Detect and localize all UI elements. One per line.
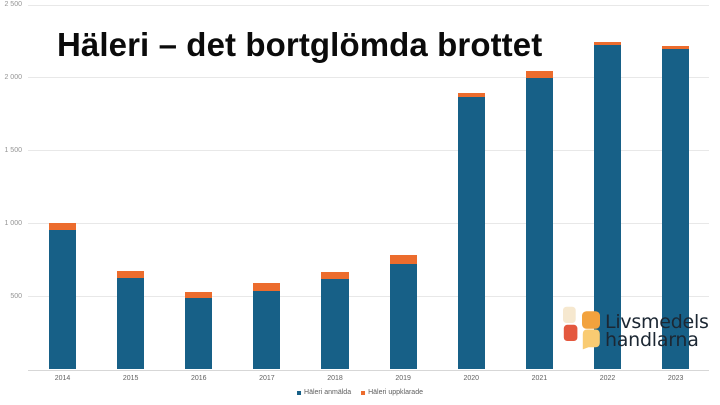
- legend-item-anmalda: Häleri anmälda: [297, 389, 351, 397]
- y-axis-tick-2500: 2 500: [4, 1, 22, 9]
- y-axis-tick-500: 500: [10, 293, 22, 301]
- logo-text-line1: Livsmedels: [605, 311, 709, 333]
- bar-2023-uppklarade: [662, 45, 690, 50]
- y-axis-tick-1000: 1 000: [4, 220, 22, 228]
- legend-swatch-icon: [361, 391, 366, 395]
- livsmedelshandlarna-logo: Livsmedels handlarna: [561, 305, 709, 351]
- x-axis-tick-2015: 2015: [122, 375, 139, 382]
- legend-item-uppklarade: Häleri uppklarade: [361, 389, 423, 397]
- x-axis-tick-2021: 2021: [531, 375, 548, 382]
- x-axis-tick-2022: 2022: [599, 375, 616, 382]
- bar-2014-anmalda: [48, 230, 77, 370]
- gridline-1500: [28, 150, 709, 152]
- logo-text: Livsmedels handlarna: [605, 311, 709, 351]
- gridline-1000: [28, 223, 709, 225]
- gridline-2000: [28, 77, 709, 79]
- gridline-2500: [28, 4, 709, 6]
- bar-2019-uppklarade: [389, 255, 417, 265]
- bar-2018-uppklarade: [321, 272, 349, 279]
- chart-title: Häleri – det bortglömda brottet: [57, 26, 543, 63]
- bar-2018-anmalda: [321, 278, 349, 370]
- bar-2023-anmalda: [662, 49, 690, 370]
- x-axis-tick-2019: 2019: [395, 375, 411, 382]
- legend-label: Häleri anmälda: [304, 389, 352, 396]
- x-axis-tick-2014: 2014: [54, 375, 71, 382]
- legend-swatch-icon: [297, 391, 302, 395]
- bar-2019-anmalda: [389, 264, 417, 370]
- logo-text-line2: handlarna: [605, 328, 699, 351]
- x-axis-tick-2016: 2016: [190, 375, 207, 382]
- y-axis-tick-2000: 2 000: [4, 74, 22, 82]
- legend-label: Häleri uppklarade: [368, 389, 423, 396]
- bar-2015-anmalda: [117, 277, 145, 370]
- x-axis-tick-2018: 2018: [327, 375, 343, 382]
- x-axis-line: [28, 370, 709, 371]
- y-axis-tick-1500: 1 500: [4, 147, 22, 155]
- bar-2015-uppklarade: [117, 271, 145, 278]
- bar-2022-uppklarade: [593, 41, 622, 45]
- logo-icon: [563, 306, 600, 350]
- bar-2021-uppklarade: [525, 71, 553, 78]
- bar-2020-uppklarade: [457, 92, 485, 98]
- gridline-500: [28, 296, 709, 298]
- x-axis-tick-2023: 2023: [667, 375, 684, 382]
- bar-2017-uppklarade: [253, 283, 281, 291]
- bar-2020-anmalda: [457, 97, 485, 370]
- bar-2014-uppklarade: [48, 223, 77, 231]
- bar-2021-anmalda: [525, 77, 553, 370]
- bar-2016-uppklarade: [185, 291, 213, 299]
- chart-legend: Häleri anmälda Häleri uppklarade: [297, 389, 423, 397]
- bar-2017-anmalda: [253, 290, 281, 370]
- x-axis-tick-2020: 2020: [463, 375, 480, 382]
- x-axis-tick-2017: 2017: [259, 375, 275, 382]
- bar-2016-anmalda: [185, 298, 213, 370]
